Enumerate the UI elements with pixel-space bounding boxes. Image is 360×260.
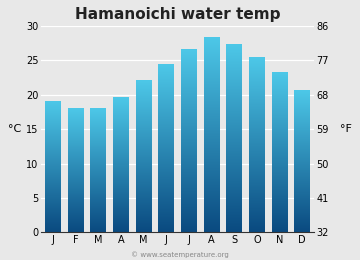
Text: © www.seatemperature.org: © www.seatemperature.org (131, 252, 229, 258)
Y-axis label: °C: °C (8, 124, 21, 134)
Title: Hamanoichi water temp: Hamanoichi water temp (75, 7, 280, 22)
Y-axis label: °F: °F (340, 124, 352, 134)
